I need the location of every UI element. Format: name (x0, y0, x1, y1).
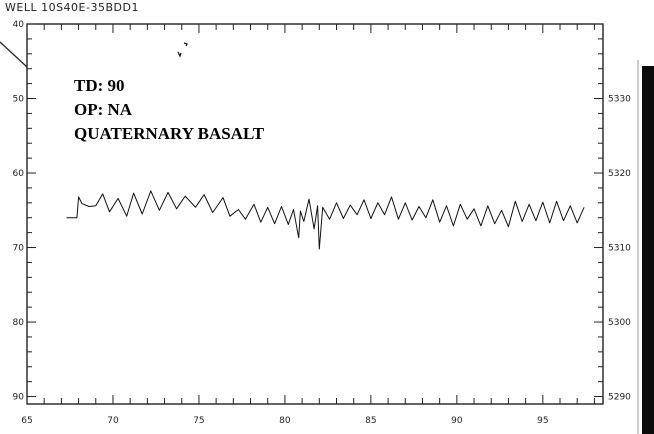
scan-artifacts (0, 41, 654, 434)
x-tick-label: 75 (193, 416, 204, 426)
series-layer (66, 190, 585, 250)
y-right-tick-label: 5320 (608, 169, 631, 179)
y-left-tick-label: 50 (13, 95, 25, 105)
x-tick-label: 95 (537, 416, 548, 426)
y-right-tick-label: 5330 (608, 95, 631, 105)
scan-edge-bar (642, 66, 654, 434)
y-left-tick-label: 80 (13, 318, 25, 328)
y-right-tick-label: 5300 (608, 318, 631, 328)
x-tick-label: 80 (279, 416, 291, 426)
plot-border (26, 23, 604, 405)
scan-diagonal-mark (0, 41, 28, 68)
annotation-td: TD: 90 (74, 76, 125, 95)
x-tick-label: 70 (107, 416, 119, 426)
stray-pen-mark (177, 42, 188, 58)
tick-labels: 65 70 75 80 85 90 95 40 50 60 70 80 90 5330 5320 5310 53… (13, 20, 632, 426)
x-tick-label: 65 (21, 416, 32, 426)
annotation-op: OP: NA (74, 100, 133, 119)
chart-title: WELL 10S40E-35BDD1 (5, 1, 139, 14)
axis-ticks (26, 23, 603, 404)
water-level-series-line (66, 190, 585, 250)
y-left-tick-label: 60 (13, 169, 25, 179)
y-right-tick-label: 5310 (608, 244, 631, 254)
annotation-geology: QUATERNARY BASALT (74, 124, 265, 143)
y-left-tick-label: 90 (13, 393, 25, 403)
y-left-tick-label: 40 (13, 20, 25, 30)
y-left-tick-label: 70 (13, 244, 25, 254)
x-tick-label: 90 (451, 416, 463, 426)
plot-frame (26, 23, 604, 405)
y-right-tick-label: 5290 (608, 393, 631, 403)
x-tick-label: 85 (365, 416, 376, 426)
